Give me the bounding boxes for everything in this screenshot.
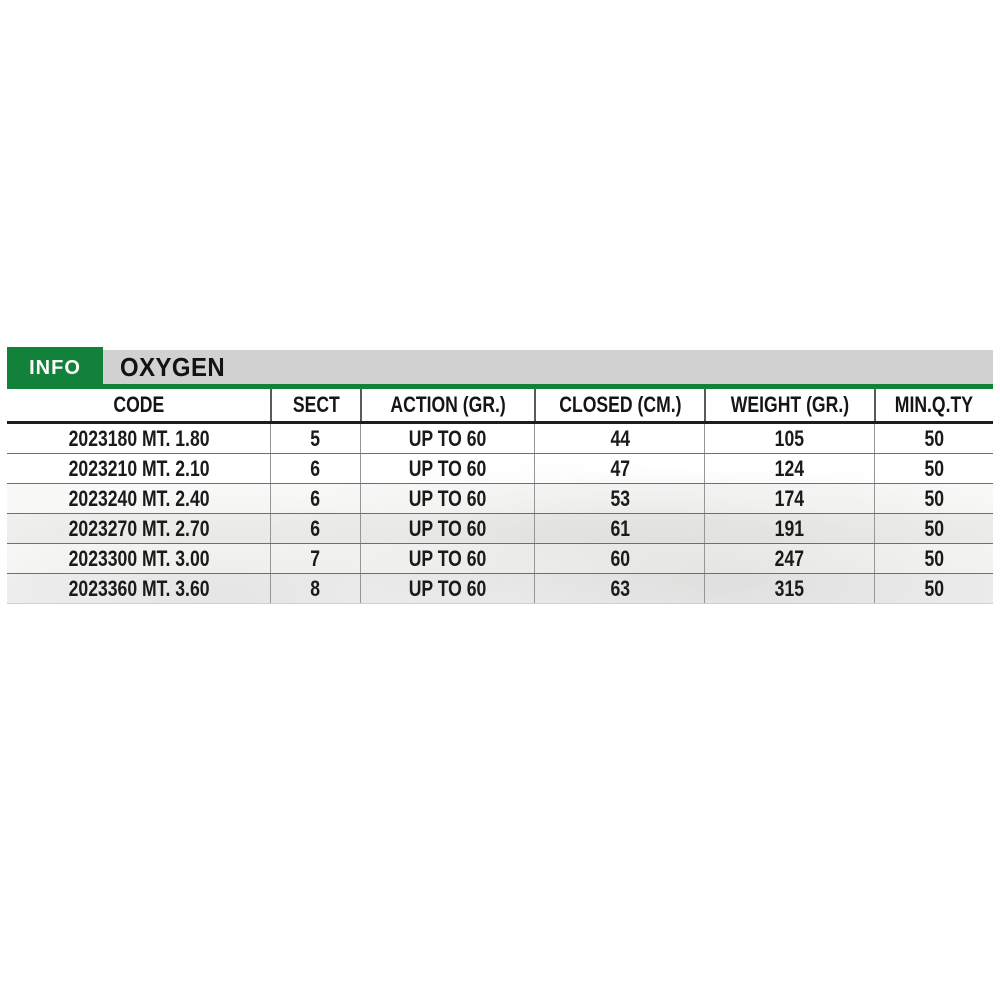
cell-sect: 7 <box>270 544 360 573</box>
cell-sect: 8 <box>270 574 360 603</box>
cell-sect: 6 <box>270 514 360 543</box>
section-header: INFO OXYGEN <box>7 347 993 389</box>
cell-minqty: 50 <box>873 424 993 453</box>
table-row: 2023270 MT. 2.70 6 UP TO 60 61 191 50 <box>7 514 993 544</box>
cell-minqty: 50 <box>873 544 993 573</box>
cell-action: UP TO 60 <box>359 544 535 573</box>
cell-code: 2023270 MT. 2.70 <box>68 515 210 541</box>
cell-action: UP TO 60 <box>359 454 535 483</box>
table-row: 2023240 MT. 2.40 6 UP TO 60 53 174 50 <box>7 484 993 514</box>
product-title: OXYGEN <box>120 351 226 382</box>
cell-closed: 47 <box>534 454 704 483</box>
cell-closed: 44 <box>534 424 704 453</box>
cell-minqty: 50 <box>873 454 993 483</box>
column-header-action: ACTION (GR.) <box>359 389 535 421</box>
cell-closed: 53 <box>534 484 704 513</box>
cell-action: UP TO 60 <box>359 484 535 513</box>
cell-code: 2023300 MT. 3.00 <box>68 545 210 571</box>
column-header-code: CODE <box>113 392 165 417</box>
product-spec-block: INFO OXYGEN CODE SECT ACTION (GR.) CLOSE… <box>7 347 993 604</box>
cell-weight: 124 <box>704 454 874 483</box>
info-tab-label: INFO <box>29 356 81 379</box>
cell-action: UP TO 60 <box>359 514 535 543</box>
cell-closed: 63 <box>534 574 704 603</box>
cell-weight: 315 <box>704 574 874 603</box>
cell-minqty: 50 <box>873 574 993 603</box>
cell-code: 2023360 MT. 3.60 <box>68 575 210 601</box>
cell-weight: 105 <box>704 424 874 453</box>
title-bar: OXYGEN <box>103 350 993 389</box>
cell-minqty: 50 <box>873 484 993 513</box>
cell-sect: 5 <box>270 424 360 453</box>
column-header-closed: CLOSED (CM.) <box>534 389 704 421</box>
info-tab: INFO <box>7 347 103 389</box>
column-header-minqty: MIN.Q.TY <box>873 389 993 421</box>
cell-weight: 247 <box>704 544 874 573</box>
cell-code: 2023210 MT. 2.10 <box>68 455 210 481</box>
cell-closed: 61 <box>534 514 704 543</box>
cell-action: UP TO 60 <box>359 424 535 453</box>
cell-weight: 174 <box>704 484 874 513</box>
table-row: 2023210 MT. 2.10 6 UP TO 60 47 124 50 <box>7 454 993 484</box>
cell-minqty: 50 <box>873 514 993 543</box>
cell-closed: 60 <box>534 544 704 573</box>
table-header-row: CODE SECT ACTION (GR.) CLOSED (CM.) WEIG… <box>7 389 993 424</box>
table-body: 2023180 MT. 1.80 5 UP TO 60 44 105 50 20… <box>7 424 993 604</box>
column-header-sect: SECT <box>270 389 360 421</box>
cell-weight: 191 <box>704 514 874 543</box>
table-row: 2023300 MT. 3.00 7 UP TO 60 60 247 50 <box>7 544 993 574</box>
cell-code: 2023180 MT. 1.80 <box>68 425 210 451</box>
table-row: 2023360 MT. 3.60 8 UP TO 60 63 315 50 <box>7 574 993 604</box>
cell-action: UP TO 60 <box>359 574 535 603</box>
column-header-weight: WEIGHT (GR.) <box>704 389 874 421</box>
cell-sect: 6 <box>270 484 360 513</box>
table-row: 2023180 MT. 1.80 5 UP TO 60 44 105 50 <box>7 424 993 454</box>
cell-code: 2023240 MT. 2.40 <box>68 485 210 511</box>
cell-sect: 6 <box>270 454 360 483</box>
